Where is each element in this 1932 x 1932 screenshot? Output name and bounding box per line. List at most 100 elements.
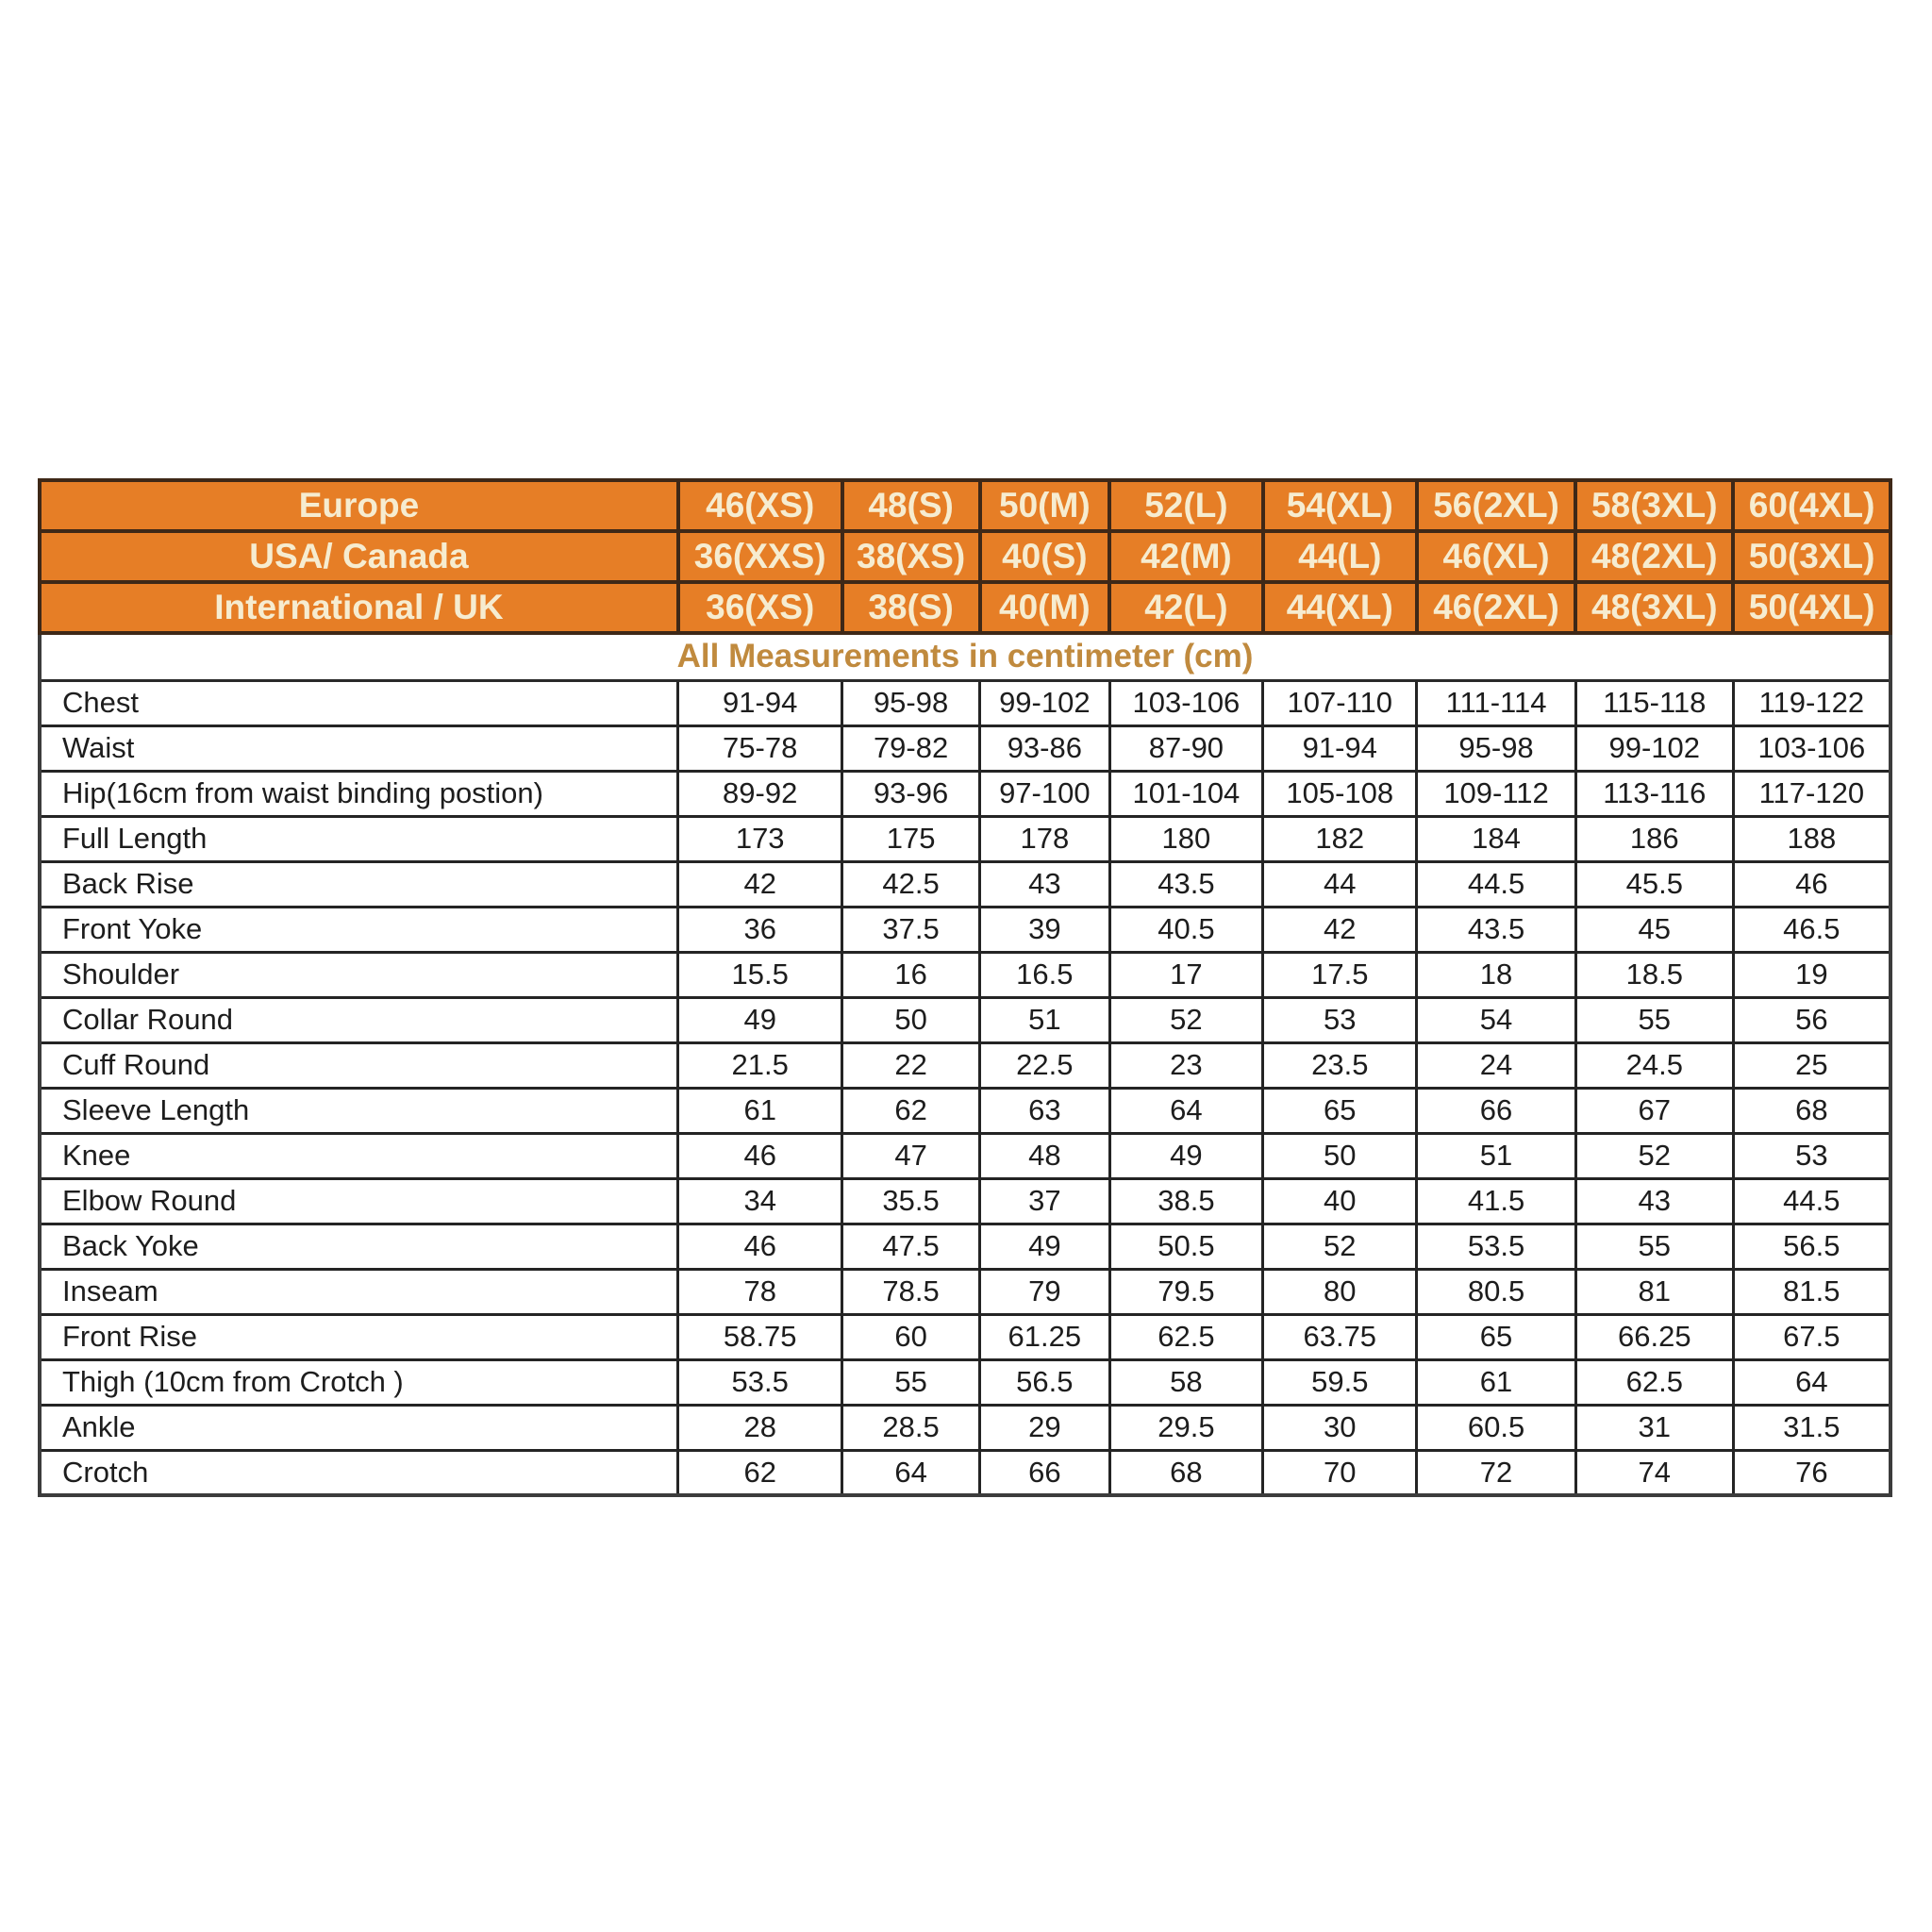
measurement-value: 61 bbox=[676, 1086, 844, 1135]
measurement-value: 81 bbox=[1574, 1267, 1735, 1316]
measurement-value: 18 bbox=[1415, 950, 1577, 999]
measurement-row: Hip(16cm from waist binding postion) 89-9… bbox=[38, 769, 1892, 818]
measurement-value: 68 bbox=[1108, 1448, 1265, 1497]
measurement-label: Collar Round bbox=[38, 995, 680, 1044]
measurement-label: Thigh (10cm from Crotch ) bbox=[38, 1357, 680, 1407]
measurement-row: Cuff Round 21.5 22 22.5 23 23.5 24 24.5 25 bbox=[38, 1041, 1892, 1090]
size-value: 42(L) bbox=[1108, 580, 1265, 635]
measurement-value: 80 bbox=[1261, 1267, 1419, 1316]
measurement-value: 53.5 bbox=[1415, 1222, 1577, 1271]
measurement-value: 66 bbox=[978, 1448, 1111, 1497]
measurement-value: 21.5 bbox=[676, 1041, 844, 1090]
measurement-value: 78.5 bbox=[841, 1267, 982, 1316]
measurement-value: 54 bbox=[1415, 995, 1577, 1044]
measurement-label: Full Length bbox=[38, 814, 680, 863]
size-value: 52(L) bbox=[1108, 478, 1265, 533]
measurement-value: 48 bbox=[978, 1131, 1111, 1180]
measurement-value: 22.5 bbox=[978, 1041, 1111, 1090]
measurement-label: Knee bbox=[38, 1131, 680, 1180]
measurement-value: 70 bbox=[1261, 1448, 1419, 1497]
size-value: 46(2XL) bbox=[1414, 580, 1578, 635]
size-value: 48(3XL) bbox=[1574, 580, 1736, 635]
measurement-value: 25 bbox=[1731, 1041, 1892, 1090]
measurement-row: Crotch 62 64 66 68 70 72 74 76 bbox=[38, 1448, 1892, 1497]
measurement-value: 113-116 bbox=[1574, 769, 1735, 818]
measurement-row: Back Yoke 46 47.5 49 50.5 52 53.5 55 56.5 bbox=[38, 1222, 1892, 1271]
measurement-value: 31 bbox=[1574, 1403, 1735, 1452]
measurement-row: Thigh (10cm from Crotch ) 53.5 55 56.5 58 59.… bbox=[38, 1357, 1892, 1407]
measurement-value: 184 bbox=[1415, 814, 1577, 863]
measurement-row: Collar Round 49 50 51 52 53 54 55 56 bbox=[38, 995, 1892, 1044]
measurement-value: 67 bbox=[1574, 1086, 1735, 1135]
measurement-value: 99-102 bbox=[1574, 724, 1735, 773]
measurement-row: Elbow Round 34 35.5 37 38.5 40 41.5 43 44.5 bbox=[38, 1176, 1892, 1225]
measurement-value: 59.5 bbox=[1261, 1357, 1419, 1407]
size-value: 58(3XL) bbox=[1574, 478, 1736, 533]
size-chart-table: Europe 46(XS) 48(S) 50(M) 52(L) 54(XL) 56(2XL)… bbox=[38, 478, 1892, 1497]
measurement-value: 95-98 bbox=[1415, 724, 1577, 773]
measurement-value: 78 bbox=[676, 1267, 844, 1316]
size-value: 46(XL) bbox=[1414, 529, 1578, 584]
size-chart-body: Europe 46(XS) 48(S) 50(M) 52(L) 54(XL) 56(2XL)… bbox=[38, 478, 1892, 1497]
measurement-label: Front Rise bbox=[38, 1312, 680, 1361]
measurement-value: 51 bbox=[978, 995, 1111, 1044]
measurement-value: 103-106 bbox=[1108, 678, 1265, 727]
measurement-value: 61.25 bbox=[978, 1312, 1111, 1361]
measurement-value: 56.5 bbox=[1731, 1222, 1892, 1271]
measurement-value: 52 bbox=[1108, 995, 1265, 1044]
measurement-unit-note: All Measurements in centimeter (cm) bbox=[38, 631, 1892, 682]
measurement-label: Waist bbox=[38, 724, 680, 773]
measurement-value: 97-100 bbox=[978, 769, 1111, 818]
measurement-value: 45 bbox=[1574, 905, 1735, 954]
measurement-value: 43 bbox=[1574, 1176, 1735, 1225]
measurement-value: 64 bbox=[1108, 1086, 1265, 1135]
measurement-value: 62.5 bbox=[1574, 1357, 1735, 1407]
measurement-label: Hip(16cm from waist binding postion) bbox=[38, 769, 680, 818]
size-value: 54(XL) bbox=[1260, 478, 1419, 533]
measurement-value: 44.5 bbox=[1731, 1176, 1892, 1225]
measurement-value: 66.25 bbox=[1574, 1312, 1735, 1361]
measurement-value: 55 bbox=[1574, 1222, 1735, 1271]
size-system-row: Europe 46(XS) 48(S) 50(M) 52(L) 54(XL) 56(2XL)… bbox=[38, 478, 1892, 533]
size-value: 38(XS) bbox=[840, 529, 982, 584]
measurement-value: 18.5 bbox=[1574, 950, 1735, 999]
measurement-value: 44 bbox=[1261, 859, 1419, 908]
size-system-label: Europe bbox=[38, 478, 680, 533]
measurement-value: 95-98 bbox=[841, 678, 982, 727]
measurement-value: 17.5 bbox=[1261, 950, 1419, 999]
size-value: 38(S) bbox=[840, 580, 982, 635]
measurement-row: Shoulder 15.5 16 16.5 17 17.5 18 18.5 19 bbox=[38, 950, 1892, 999]
measurement-value: 49 bbox=[1108, 1131, 1265, 1180]
measurement-value: 23.5 bbox=[1261, 1041, 1419, 1090]
size-value: 56(2XL) bbox=[1414, 478, 1578, 533]
measurement-label: Shoulder bbox=[38, 950, 680, 999]
measurement-value: 35.5 bbox=[841, 1176, 982, 1225]
measurement-value: 46 bbox=[676, 1222, 844, 1271]
measurement-value: 49 bbox=[978, 1222, 1111, 1271]
measurement-label: Ankle bbox=[38, 1403, 680, 1452]
measurement-value: 51 bbox=[1415, 1131, 1577, 1180]
measurement-value: 80.5 bbox=[1415, 1267, 1577, 1316]
measurement-value: 173 bbox=[676, 814, 844, 863]
measurement-row: Front Yoke 36 37.5 39 40.5 42 43.5 45 46.5 bbox=[38, 905, 1892, 954]
measurement-value: 16.5 bbox=[978, 950, 1111, 999]
measurement-value: 75-78 bbox=[676, 724, 844, 773]
measurement-value: 42.5 bbox=[841, 859, 982, 908]
size-value: 40(S) bbox=[977, 529, 1112, 584]
size-system-label: USA/ Canada bbox=[38, 529, 680, 584]
measurement-label: Inseam bbox=[38, 1267, 680, 1316]
measurement-value: 17 bbox=[1108, 950, 1265, 999]
measurement-value: 87-90 bbox=[1108, 724, 1265, 773]
size-value: 48(S) bbox=[840, 478, 982, 533]
measurement-value: 55 bbox=[1574, 995, 1735, 1044]
measurement-value: 39 bbox=[978, 905, 1111, 954]
measurement-value: 119-122 bbox=[1731, 678, 1892, 727]
measurement-value: 65 bbox=[1261, 1086, 1419, 1135]
measurement-value: 50.5 bbox=[1108, 1222, 1265, 1271]
measurement-value: 36 bbox=[676, 905, 844, 954]
measurement-value: 58 bbox=[1108, 1357, 1265, 1407]
measurement-row: Waist 75-78 79-82 93-86 87-90 91-94 95-98 99-10… bbox=[38, 724, 1892, 773]
measurement-value: 47 bbox=[841, 1131, 982, 1180]
size-value: 40(M) bbox=[977, 580, 1112, 635]
